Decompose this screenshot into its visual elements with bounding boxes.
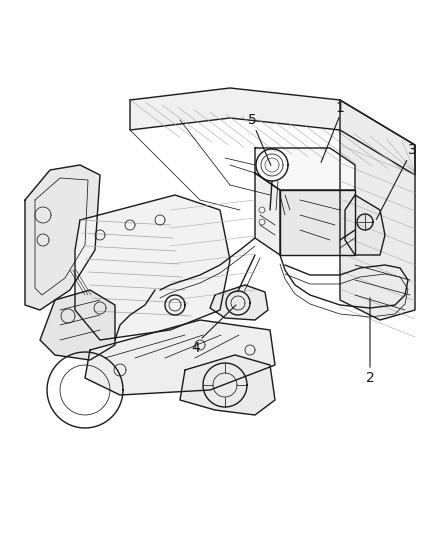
Text: 4: 4 bbox=[192, 341, 200, 355]
Text: 2: 2 bbox=[366, 371, 374, 385]
Text: 5: 5 bbox=[247, 113, 256, 127]
Polygon shape bbox=[75, 195, 230, 340]
Polygon shape bbox=[340, 100, 415, 320]
Polygon shape bbox=[130, 88, 415, 175]
Text: 3: 3 bbox=[408, 143, 417, 157]
Text: 1: 1 bbox=[336, 101, 344, 115]
Polygon shape bbox=[345, 195, 385, 255]
Polygon shape bbox=[255, 148, 355, 190]
Polygon shape bbox=[40, 290, 115, 360]
Polygon shape bbox=[180, 355, 275, 415]
Polygon shape bbox=[85, 320, 275, 395]
Polygon shape bbox=[255, 173, 280, 255]
Polygon shape bbox=[25, 165, 100, 310]
Polygon shape bbox=[280, 190, 355, 255]
Polygon shape bbox=[210, 285, 268, 320]
